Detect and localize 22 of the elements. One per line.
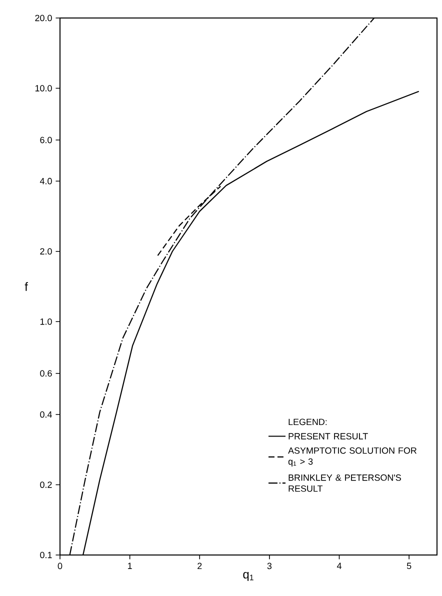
y-tick-label: 0.4: [40, 411, 52, 418]
x-tick-label: 4: [336, 562, 342, 569]
y-tick-label: 10.0: [35, 85, 52, 92]
legend-title: LEGEND:: [288, 418, 327, 426]
y-axis-title: f: [24, 282, 28, 291]
legend-label: BRINKLEY & PETERSON'S RESULT: [288, 474, 401, 492]
x-tick-label: 5: [406, 562, 412, 570]
y-tick-label: 4.0: [40, 178, 52, 184]
y-tick-label: 2.0: [40, 248, 52, 255]
y-tick-label: 0.6: [40, 370, 52, 377]
y-tick-label: 6.0: [40, 136, 52, 144]
legend-label: PRESENT RESULT: [288, 433, 368, 440]
y-tick-label: 0.2: [40, 482, 52, 488]
y-tick-label: 0.1: [40, 552, 52, 558]
y-tick-label: 1.0: [40, 318, 52, 325]
x-tick-label: 3: [267, 562, 272, 570]
legend-label: ASYMPTOTIC SOLUTION FOR q$_{1}$ > 3: [288, 447, 417, 466]
x-tick-label: 2: [198, 562, 202, 570]
x-tick-label: 1: [128, 562, 132, 569]
y-tick-label: 20.0: [35, 14, 52, 22]
x-axis-title: q$_{1}$: [243, 572, 254, 581]
x-tick-label: 0: [58, 562, 62, 570]
